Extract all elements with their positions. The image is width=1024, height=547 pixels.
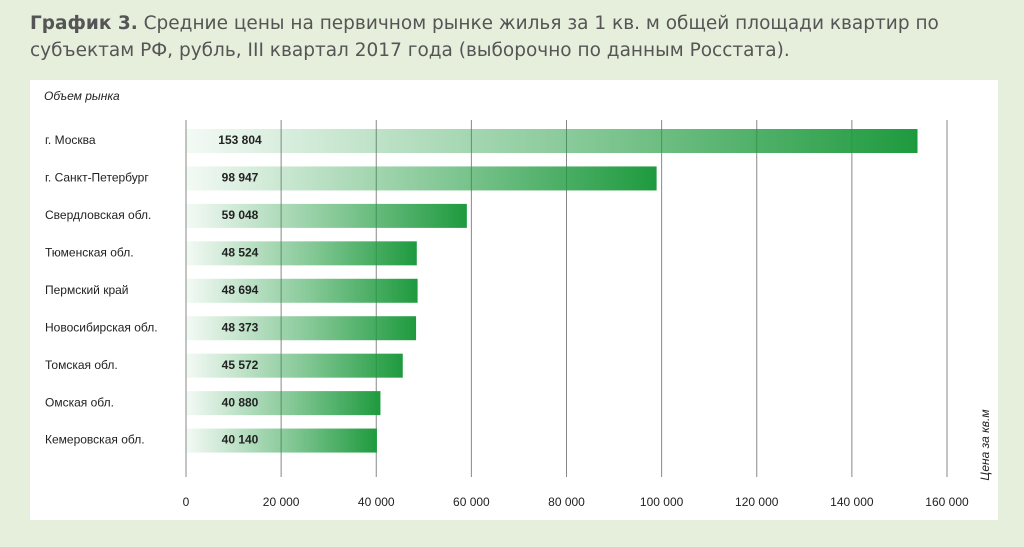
x-tick-label: 120 000 xyxy=(735,495,779,509)
bar xyxy=(186,129,918,153)
y-tick-label: Тюменская обл. xyxy=(45,246,134,260)
value-label: 48 524 xyxy=(222,246,259,260)
x-tick-label: 100 000 xyxy=(640,495,684,509)
x-tick-label: 160 000 xyxy=(925,495,969,509)
bar xyxy=(186,203,467,228)
bar xyxy=(186,278,418,303)
bar xyxy=(186,353,403,378)
x-axis-title: Цена за кв.м xyxy=(978,409,992,480)
chart-title: График 3. Средние цены на первичном рынк… xyxy=(30,10,990,64)
bar xyxy=(186,316,417,341)
y-tick-label: Свердловская обл. xyxy=(45,208,151,222)
value-label: 45 572 xyxy=(222,358,259,372)
y-tick-label: Томская обл. xyxy=(45,358,118,372)
value-label: 48 373 xyxy=(222,320,259,334)
x-tick-label: 140 000 xyxy=(830,495,874,509)
y-tick-label: Пермский край xyxy=(45,283,129,297)
x-tick-label: 0 xyxy=(183,495,190,509)
title-prefix: График 3. xyxy=(30,13,138,34)
title-text: Средние цены на первичном рынке жилья за… xyxy=(30,13,939,61)
bar xyxy=(186,428,377,453)
bar xyxy=(186,391,381,416)
value-label: 98 947 xyxy=(222,171,259,185)
value-label: 48 694 xyxy=(222,283,259,297)
x-tick-label: 60 000 xyxy=(453,495,490,509)
y-tick-label: г. Санкт-Петербург xyxy=(45,171,149,185)
value-label: 40 140 xyxy=(222,433,259,447)
y-axis-title: Объем рынка xyxy=(44,89,120,103)
value-label: 40 880 xyxy=(222,395,259,409)
value-label: 153 804 xyxy=(218,133,262,147)
bar xyxy=(186,241,417,266)
x-tick-label: 20 000 xyxy=(263,495,300,509)
y-tick-label: г. Москва xyxy=(45,133,96,147)
bar xyxy=(186,166,657,191)
y-tick-label: Новосибирская обл. xyxy=(45,320,158,334)
x-tick-label: 40 000 xyxy=(358,495,395,509)
x-tick-label: 80 000 xyxy=(548,495,585,509)
y-tick-label: Омская обл. xyxy=(45,395,114,409)
value-label: 59 048 xyxy=(222,208,259,222)
y-tick-label: Кемеровская обл. xyxy=(45,433,145,447)
